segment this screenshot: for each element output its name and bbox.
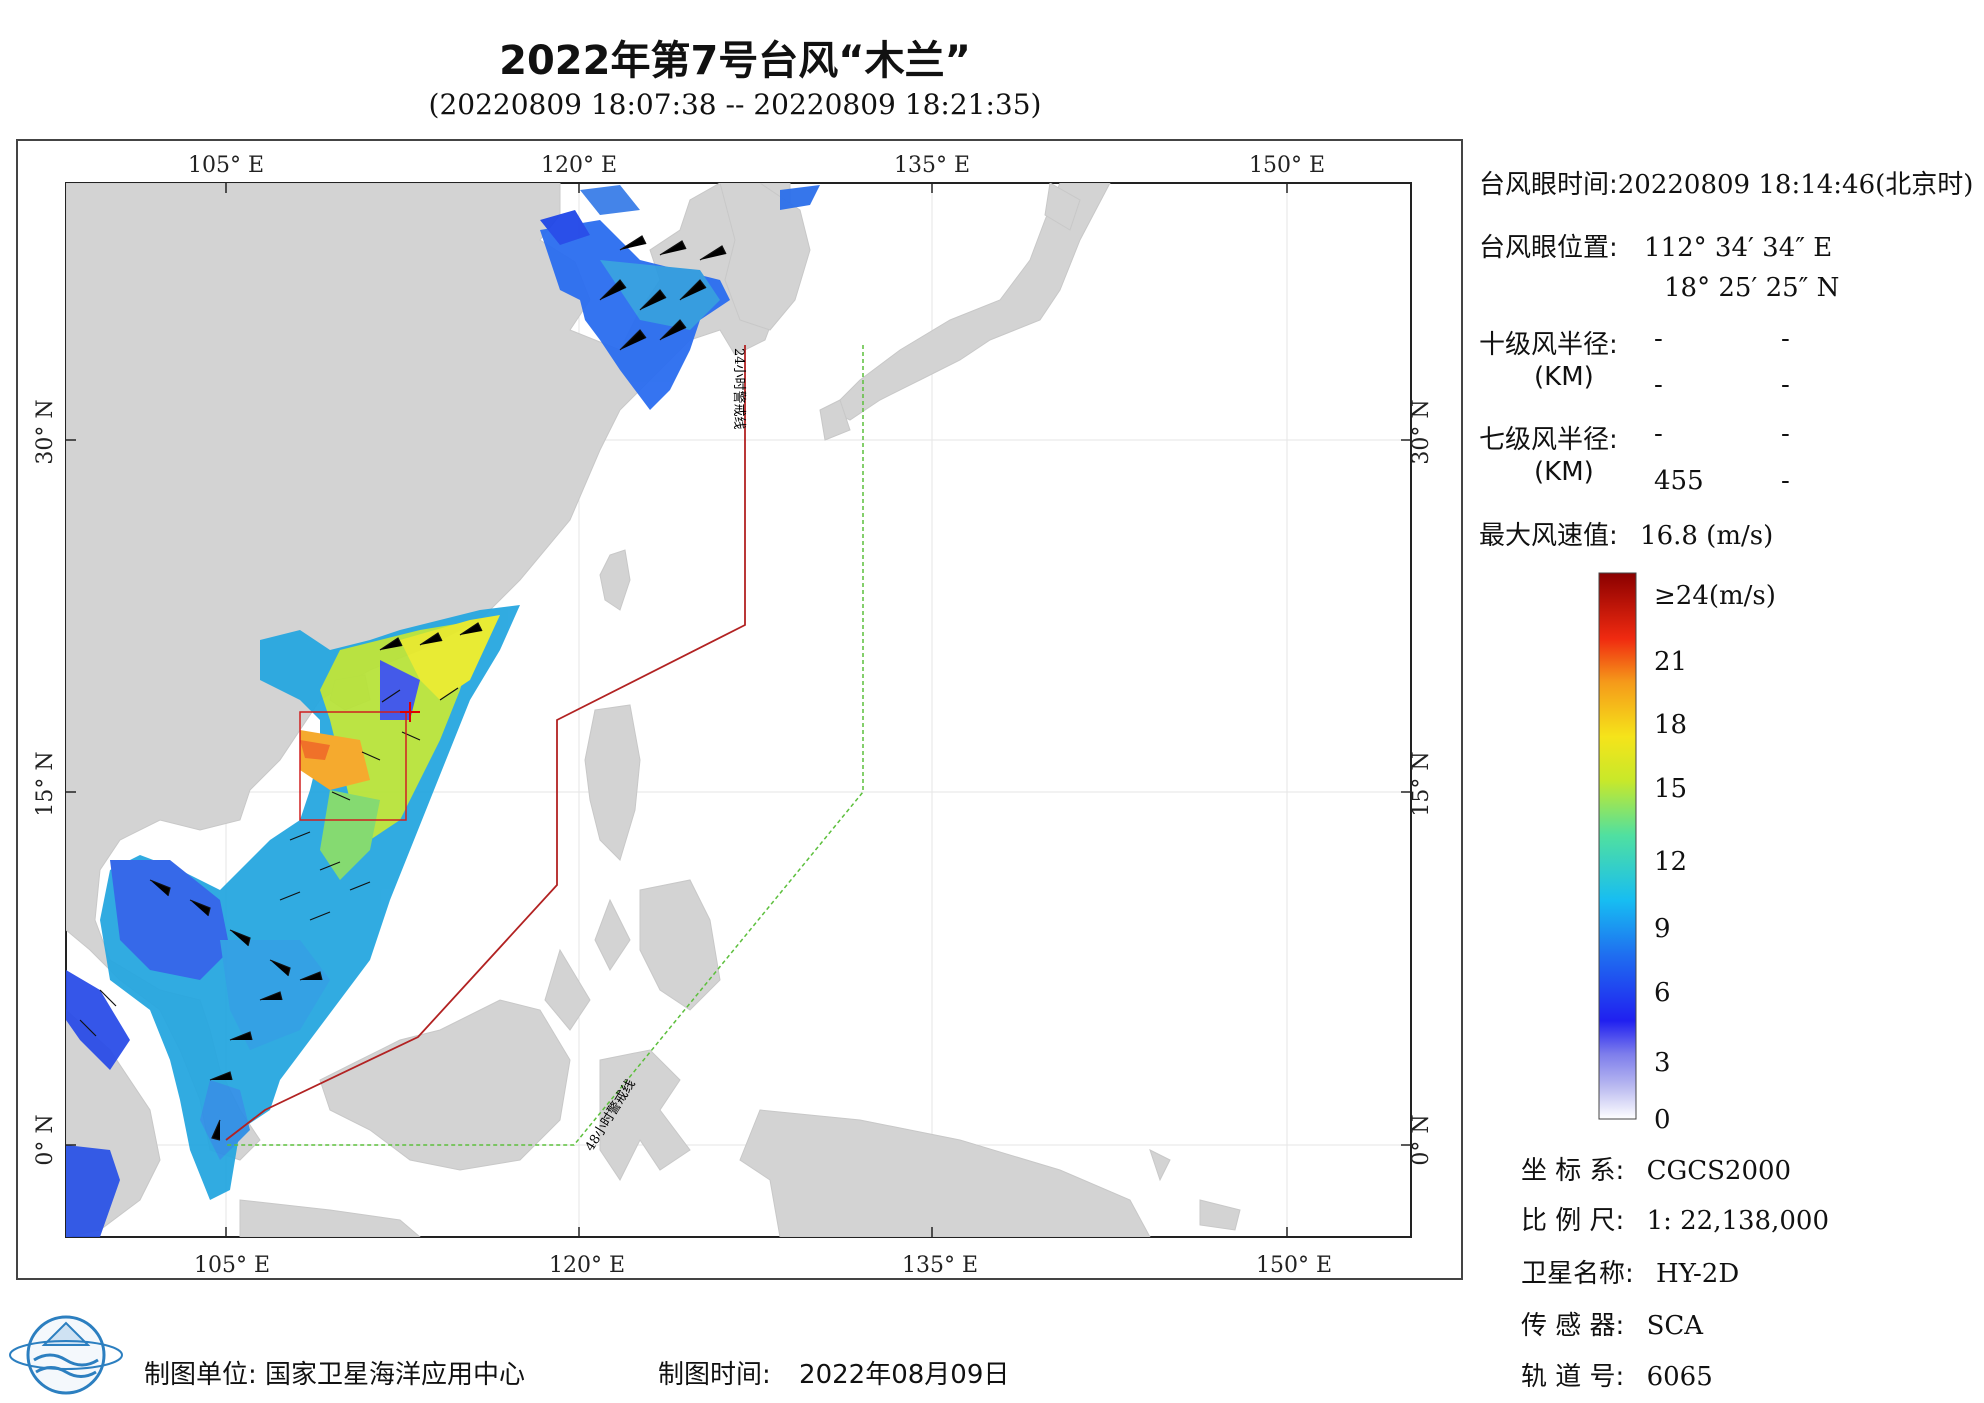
colorbar-label-15: 15 (1654, 774, 1687, 804)
r10-value-2: - (1781, 324, 1790, 354)
eye-time-value: 20220809 18:14:46(北京时) (1617, 170, 1974, 200)
scale-value: 1: 22,138,000 (1646, 1206, 1829, 1236)
lon-tick-top-2: 120° E (541, 153, 617, 178)
r7-value-2: - (1781, 419, 1790, 449)
max-wind-label: 最大风速值: (1479, 521, 1618, 551)
producer-label: 制图单位: (144, 1360, 257, 1390)
lat-tick-right-3: 0° N (1409, 1114, 1434, 1165)
colorbar (1598, 572, 1637, 1120)
crs-label: 坐 标 系: (1521, 1156, 1625, 1186)
lat-tick-left-2: 15° N (33, 751, 58, 816)
sensor-value: SCA (1646, 1311, 1704, 1341)
satellite-value: HY-2D (1656, 1259, 1740, 1289)
typhoon-analysis-box (299, 711, 407, 821)
colorbar-label-9: 9 (1654, 914, 1671, 944)
max-wind-value: 16.8 (m/s) (1640, 521, 1774, 551)
lat-tick-left-1: 30° N (33, 399, 58, 464)
made-time-label: 制图时间: (658, 1360, 771, 1390)
max-wind-row: 最大风速值: 16.8 (m/s) (1479, 515, 1773, 552)
r7-km-label: (KM) (1534, 457, 1594, 487)
warning-label-24h: 24小时警戒线 (731, 348, 747, 430)
lon-tick-top-1: 105° E (188, 153, 264, 178)
r7-label: 七级风半径: (1479, 425, 1618, 455)
wind-barbs (79, 235, 727, 1141)
lon-tick-top-4: 150° E (1249, 153, 1325, 178)
producer-row: 制图单位: 国家卫星海洋应用中心 (144, 1354, 525, 1391)
colorbar-label-3: 3 (1654, 1048, 1671, 1078)
colorbar-label-24: ≥24(m/s) (1654, 581, 1776, 611)
lon-tick-bottom-1: 105° E (194, 1253, 270, 1278)
made-time-row: 制图时间: 2022年08月09日 (658, 1354, 1009, 1391)
colorbar-label-18: 18 (1654, 710, 1687, 740)
eye-pos-label: 台风眼位置: (1479, 233, 1618, 263)
r10-value-1: - (1654, 324, 1663, 354)
crs-value: CGCS2000 (1646, 1156, 1792, 1186)
axis-ticks (66, 183, 1411, 1237)
eye-lat-value: 18° 25′ 25″ N (1664, 273, 1840, 303)
lon-tick-top-3: 135° E (894, 153, 970, 178)
producer-value: 国家卫星海洋应用中心 (265, 1360, 526, 1390)
map-title: 2022年第7号台风“木兰” (499, 38, 971, 84)
colorbar-label-0: 0 (1654, 1105, 1671, 1135)
lon-tick-bottom-4: 150° E (1256, 1253, 1332, 1278)
orbit-row: 轨 道 号: 6065 (1521, 1356, 1713, 1393)
warning-line-24h (225, 345, 746, 1141)
crs-row: 坐 标 系: CGCS2000 (1521, 1150, 1791, 1187)
sensor-label: 传 感 器: (1521, 1311, 1625, 1341)
r10-value-3: - (1654, 370, 1663, 400)
eye-time-row: 台风眼时间:20220809 18:14:46(北京时) (1479, 164, 1973, 201)
satellite-row: 卫星名称: HY-2D (1521, 1253, 1739, 1290)
made-time-value: 2022年08月09日 (799, 1360, 1010, 1390)
map-frame (16, 139, 1463, 1280)
wind-field (66, 185, 820, 1237)
orbit-value: 6065 (1646, 1362, 1713, 1392)
warning-line-48h (226, 345, 864, 1146)
orbit-label: 轨 道 号: (1521, 1362, 1625, 1392)
scale-label: 比 例 尺: (1521, 1206, 1625, 1236)
satellite-label: 卫星名称: (1521, 1259, 1634, 1289)
lat-tick-right-2: 15° N (1409, 751, 1434, 816)
lat-tick-left-3: 0° N (33, 1114, 58, 1165)
colorbar-label-12: 12 (1654, 847, 1687, 877)
lon-tick-bottom-3: 135° E (902, 1253, 978, 1278)
eye-pos-row: 台风眼位置: 112° 34′ 34″ E (1479, 227, 1832, 264)
typhoon-eye-marker (400, 702, 420, 722)
r10-value-4: - (1781, 370, 1790, 400)
r10-label: 十级风半径: (1479, 330, 1618, 360)
r10-km-label: (KM) (1534, 362, 1594, 392)
lon-tick-bottom-2: 120° E (549, 1253, 625, 1278)
eye-lon-value: 112° 34′ 34″ E (1644, 233, 1833, 263)
lat-tick-right-1: 30° N (1409, 399, 1434, 464)
r7-value-3: 455 (1654, 466, 1704, 496)
scale-row: 比 例 尺: 1: 22,138,000 (1521, 1200, 1829, 1237)
eye-time-label: 台风眼时间: (1479, 170, 1618, 200)
r7-value-1: - (1654, 419, 1663, 449)
colorbar-label-6: 6 (1654, 978, 1671, 1008)
colorbar-label-21: 21 (1654, 647, 1687, 677)
map-subtitle: (20220809 18:07:38 -- 20220809 18:21:35) (428, 88, 1042, 121)
nsoas-logo (9, 1315, 123, 1395)
sensor-row: 传 感 器: SCA (1521, 1305, 1703, 1342)
r7-value-4: - (1781, 466, 1790, 496)
land (66, 183, 1241, 1237)
